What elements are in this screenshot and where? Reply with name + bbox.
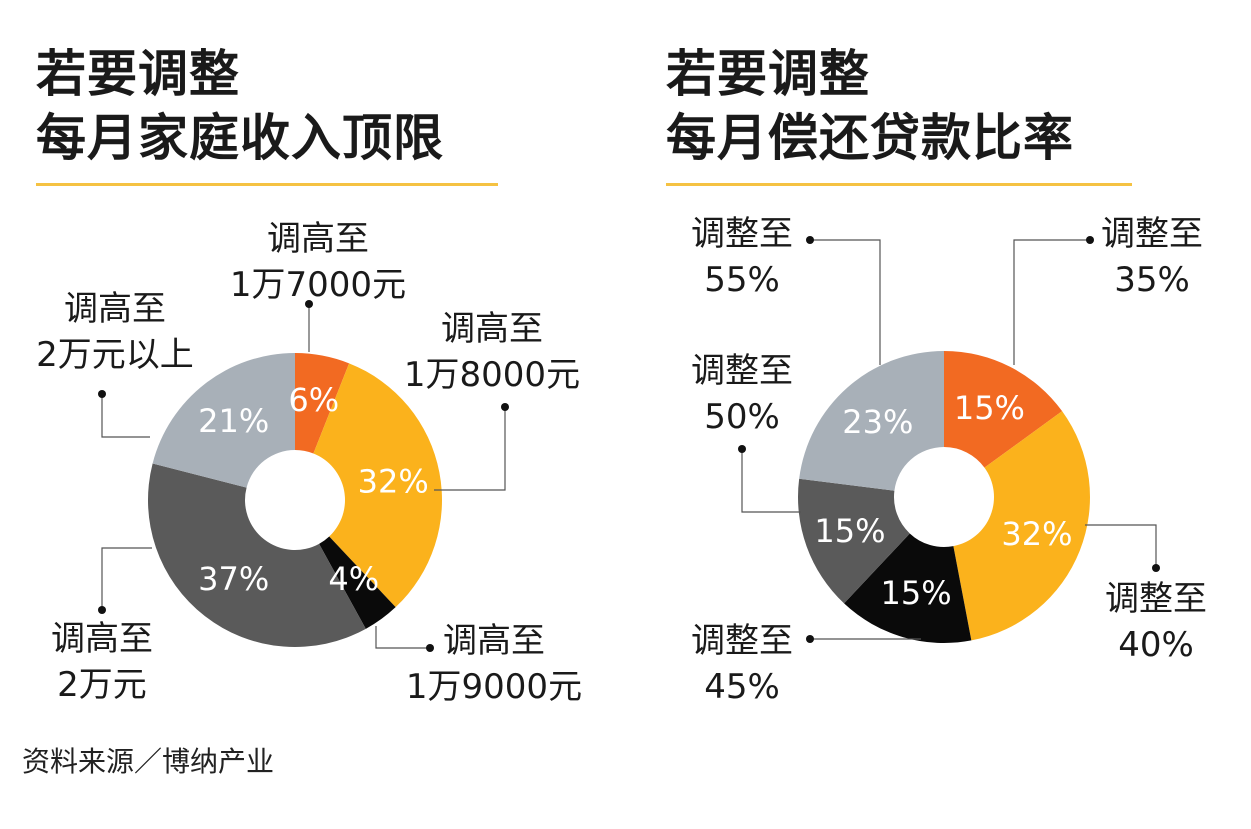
chart-2-slice-5-percent: 23% (842, 403, 913, 441)
chart-1-leader-2 (434, 407, 506, 491)
chart-2-legend-2-line-1: 调整至 (1105, 579, 1207, 619)
chart-1-title: 若要调整 每月家庭收入顶限 (36, 42, 444, 170)
chart-1-legend-5-line-2: 2万元以上 (36, 335, 194, 375)
chart-2-slice-3 (844, 533, 972, 643)
chart-1-slice-2 (313, 363, 443, 608)
chart-2-legend-3-line-2: 45% (704, 667, 780, 707)
chart-1-slice-4-percent: 37% (198, 560, 269, 598)
chart-2-title-rule (666, 183, 1132, 186)
chart-2-legend-1-line-1: 调整至 (1101, 214, 1203, 254)
chart-1-legend-2-line-2: 1万8000元 (404, 355, 580, 395)
chart-2-title: 若要调整 每月偿还贷款比率 (666, 42, 1074, 170)
chart-1-leader-4 (101, 547, 152, 610)
chart-1-leader-5 (101, 394, 150, 438)
chart-2-legend-4-line-2: 50% (704, 397, 780, 437)
chart-2-legend-4-line-1: 调整至 (691, 351, 793, 391)
chart-2-slice-4 (798, 478, 910, 604)
chart-1-legend-1-line-1: 调高至 (267, 219, 369, 259)
chart-1-title-rule (36, 183, 498, 186)
chart-1-leader-dot-1 (305, 300, 313, 308)
chart-1-legend-4-line-2: 2万元 (57, 665, 147, 705)
chart-1-slice-5-percent: 21% (198, 402, 269, 440)
chart-1-legend-2-line-1: 调高至 (441, 309, 543, 349)
chart-1-leader-dot-2 (501, 403, 509, 411)
chart-1-leader-dot-4 (98, 606, 106, 614)
chart-1-legend-4-line-1: 调高至 (51, 619, 153, 659)
chart-2-title-line-2: 每月偿还贷款比率 (666, 109, 1074, 167)
chart-2-slice-1-percent: 15% (954, 389, 1025, 427)
chart-1-slice-5 (152, 353, 295, 488)
chart-1-title-line-1: 若要调整 (36, 45, 240, 103)
chart-2-leader-dot-1 (1086, 236, 1094, 244)
chart-2-slice-2 (953, 411, 1090, 641)
chart-2-leader-4 (741, 449, 801, 513)
chart-1-title-line-2: 每月家庭收入顶限 (36, 109, 444, 167)
chart-2-legend-5-line-2: 55% (704, 260, 780, 300)
chart-2-slice-5 (799, 351, 944, 491)
source-note: 资料来源／博纳产业 (22, 745, 275, 778)
chart-1-legend-3-line-2: 1万9000元 (406, 667, 582, 707)
chart-1-leader-dot-3 (426, 644, 434, 652)
chart-2-slice-1 (944, 351, 1063, 468)
chart-2-legend-2-line-2: 40% (1118, 625, 1194, 665)
chart-1-legend-1-line-2: 1万7000元 (230, 265, 406, 305)
chart-1-legend-3-line-1: 调高至 (443, 621, 545, 661)
chart-1-slice-4 (147, 463, 366, 647)
chart-2-title-line-1: 若要调整 (666, 45, 870, 103)
chart-2-legend-1-line-2: 35% (1114, 260, 1190, 300)
chart-2-leader-dot-5 (806, 236, 814, 244)
chart-2-leader-dot-3 (806, 635, 814, 643)
chart-2-leader-dot-2 (1152, 564, 1160, 572)
chart-2-slice-4-percent: 15% (814, 512, 885, 550)
chart-1-legend-5-line-1: 调高至 (64, 289, 166, 329)
chart-1-leader-dot-5 (98, 390, 106, 398)
chart-2-leader-2 (1085, 524, 1157, 568)
chart-2-leader-5 (810, 239, 881, 365)
chart-1-slice-3-percent: 4% (328, 560, 379, 598)
chart-2-legend-5-line-1: 调整至 (691, 214, 793, 254)
chart-2-leader-1 (1013, 239, 1090, 365)
chart-1-slice-1 (295, 353, 350, 454)
chart-2-slice-2-percent: 32% (1001, 515, 1072, 553)
chart-1-slice-2-percent: 32% (358, 462, 429, 500)
chart-1-leader-3 (375, 626, 430, 649)
chart-1-slice-1-percent: 6% (288, 381, 339, 419)
chart-2-leader-dot-4 (738, 445, 746, 453)
chart-2-slice-3-percent: 15% (881, 574, 952, 612)
chart-2-legend-3-line-1: 调整至 (691, 621, 793, 661)
chart-1-slice-3 (319, 536, 396, 629)
